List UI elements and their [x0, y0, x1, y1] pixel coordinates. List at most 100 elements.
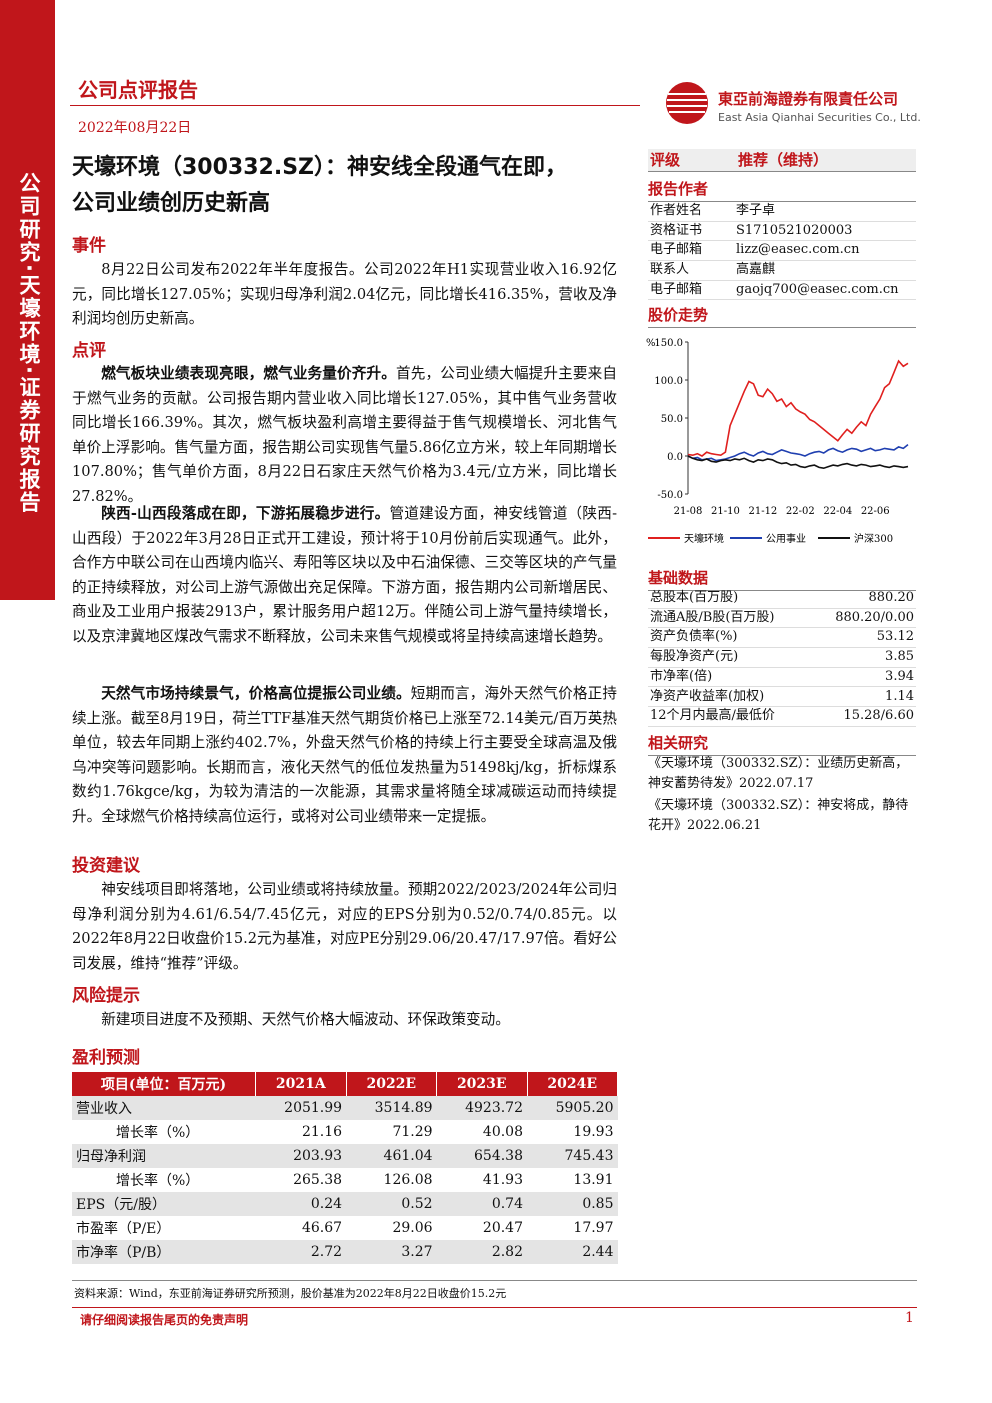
table-cell: EPS（元/股） — [72, 1192, 256, 1216]
lead: 天然气市场持续景气，价格高位提振公司业绩。 — [101, 685, 411, 702]
table-cell: 17.97 — [573, 1220, 614, 1236]
data-row: 市净率(倍) 3.94 — [648, 667, 916, 688]
table-cell: 3.27 — [346, 1240, 437, 1264]
table-cell: 0.74 — [436, 1192, 527, 1216]
table-row: 归母净利润 203.93 461.04 654.38 745.43 — [72, 1144, 618, 1168]
data-row: 每股净资产(元) 3.85 — [648, 647, 916, 668]
sidebar-text: 公司研究·天壕环境·证券研究报告 — [17, 172, 41, 514]
table-cell: 654.38 — [436, 1144, 527, 1168]
table-cell: 2.82 — [436, 1240, 527, 1264]
related-item: 《天壕环境（300332.SZ）：神安将成，静待花开》2022.06.21 — [648, 798, 909, 833]
text: 短期而言，海外天然气价格正持续上涨。截至8月19日，荷兰TTF基准天然气期货价格… — [72, 685, 617, 825]
table-cell: 市净率（P/B） — [72, 1240, 256, 1264]
rating-value: 推荐（维持） — [738, 151, 829, 169]
section-heading: 股价走势 — [648, 304, 916, 328]
rating: 评级 推荐（维持） — [648, 149, 916, 172]
table-row: 市净率（P/B） 2.72 3.27 2.82 2.44 — [72, 1240, 618, 1264]
header-cell: 2021A — [255, 1072, 347, 1096]
data-key: 净资产收益率(加权) — [650, 688, 765, 704]
data-key: 流通A股/B股(百万股) — [650, 609, 775, 625]
table-row: 增长率（%） 265.38 126.08 41.93 13.91 — [72, 1168, 618, 1192]
header-cell: 2022E — [346, 1072, 438, 1096]
source: 资料来源：Wind，东亚前海证券研究所预测，股价基准为2022年8月22日收盘价… — [74, 1287, 507, 1300]
section-heading: 点评 — [72, 341, 106, 361]
table-row: 营业收入 2051.99 3514.89 4923.72 5905.20 — [72, 1096, 618, 1120]
y-tick-label: 150.0 — [654, 338, 683, 349]
x-tick-label: 22-04 — [823, 506, 852, 517]
title-line: 天壕环境（300332.SZ）：神安线全段通气在即， — [72, 155, 568, 180]
related-list: 《天壕环境（300332.SZ）：业绩历史新高，神安蓄势待发》2022.07.1… — [648, 754, 920, 836]
table-cell: 市盈率（P/E） — [76, 1221, 171, 1237]
author-value: S1710521020003 — [736, 222, 853, 238]
series-line — [687, 359, 909, 457]
table-cell: 745.43 — [527, 1144, 618, 1168]
data-row: 12个月内最高/最低价 15.28/6.60 — [648, 706, 916, 727]
paragraph: 天然气市场持续景气，价格高位提振公司业绩。短期而言，海外天然气价格正持续上涨。截… — [72, 682, 617, 830]
page-number: 1 — [905, 1310, 914, 1326]
header-cell: 2024E — [527, 1072, 618, 1096]
paragraph: 8月22日公司发布2022年半年度报告。公司2022年H1实现营业收入16.92… — [72, 261, 617, 328]
text: 管道建设方面，神安线管道（陕西-山西段）于2022年3月28日正式开工建设，预计… — [72, 505, 618, 645]
paragraph: 神安线项目即将落地，公司业绩或将持续放量。预期2022/2023/2024年公司… — [72, 881, 618, 972]
series-line — [687, 455, 909, 470]
data-value: 3.94 — [885, 668, 914, 684]
section-heading: 风险提示 — [72, 986, 140, 1006]
y-unit: % — [646, 338, 656, 349]
lead: 燃气板块业绩表现亮眼，燃气业务量价齐升。 — [101, 365, 397, 382]
x-tick-label: 21-10 — [711, 506, 740, 517]
rating-label: 评级 — [650, 151, 681, 169]
author-value: lizz@easec.com.cn — [736, 242, 860, 258]
data-key: 12个月内最高/最低价 — [650, 708, 775, 724]
data-row: 流通A股/B股(百万股) 880.20/0.00 — [648, 608, 916, 629]
lead: 陕西-山西段落成在即，下游拓展稳步进行。 — [101, 505, 390, 522]
author-row: 资格证书 S1710521020003 — [648, 221, 916, 242]
data-value: 15.28/6.60 — [843, 708, 914, 724]
related-item: 《天壕环境（300332.SZ）：业绩历史新高，神安蓄势待发》2022.07.1… — [648, 756, 909, 791]
paragraph: 陕西-山西段落成在即，下游拓展稳步进行。管道建设方面，神安线管道（陕西-山西段）… — [72, 502, 617, 650]
data-row: 净资产收益率(加权) 1.14 — [648, 687, 916, 708]
table-cell: 2.72 — [255, 1240, 347, 1264]
section-heading: 相关研究 — [648, 732, 916, 756]
author-row: 作者姓名 李子卓 — [648, 201, 916, 222]
y-tick-label: 100.0 — [654, 376, 683, 387]
author-value: 李子卓 — [736, 203, 776, 218]
table-cell: 增长率（%） — [116, 1173, 200, 1189]
rule — [72, 1280, 917, 1281]
author-key: 联系人 — [650, 262, 690, 278]
table-cell: 20.47 — [482, 1220, 523, 1236]
legend-label: 沪深300 — [854, 532, 893, 545]
table-cell: 203.93 — [255, 1144, 347, 1168]
header-rule — [70, 105, 640, 106]
data-value: 53.12 — [876, 629, 914, 645]
date: 2022年08月22日 — [78, 120, 192, 136]
sidebar — [0, 0, 55, 600]
table-row: 增长率（%） 21.16 71.29 40.08 19.93 — [72, 1120, 618, 1144]
table-cell: 126.08 — [383, 1172, 433, 1188]
company-en: East Asia Qianhai Securities Co., Ltd. — [718, 111, 921, 124]
paragraph: 燃气板块业绩表现亮眼，燃气业务量价齐升。首先，公司业绩大幅提升主要来自于燃气业务… — [72, 362, 617, 510]
table-row: 市盈率（P/E） 46.67 29.06 20.47 17.97 — [72, 1216, 618, 1240]
author-row: 联系人 高嘉麒 — [648, 260, 916, 281]
title-line: 公司业绩创历史新高 — [72, 191, 271, 216]
table-cell: 21.16 — [301, 1124, 343, 1140]
author-key: 电子邮箱 — [650, 281, 703, 297]
table-cell: 营业收入 — [72, 1096, 256, 1120]
author-key: 作者姓名 — [650, 203, 703, 218]
x-tick-label: 22-02 — [786, 506, 815, 517]
table-cell: 4923.72 — [436, 1096, 527, 1120]
header-cell: 2023E — [436, 1072, 528, 1096]
table-cell: 2.44 — [527, 1240, 618, 1264]
table-cell: 增长率（%） — [116, 1125, 200, 1141]
table-cell: 40.08 — [482, 1124, 523, 1140]
table-cell: 265.38 — [293, 1172, 343, 1188]
x-tick-label: 21-12 — [748, 506, 777, 517]
data-key: 市净率(倍) — [650, 668, 713, 684]
legend-label: 天壕环境 — [684, 532, 724, 545]
section-heading: 基础数据 — [648, 567, 916, 591]
rule — [72, 1307, 917, 1308]
table-cell: 13.91 — [573, 1172, 614, 1188]
table-cell: 19.93 — [573, 1124, 614, 1140]
table-cell: 0.24 — [255, 1192, 347, 1216]
